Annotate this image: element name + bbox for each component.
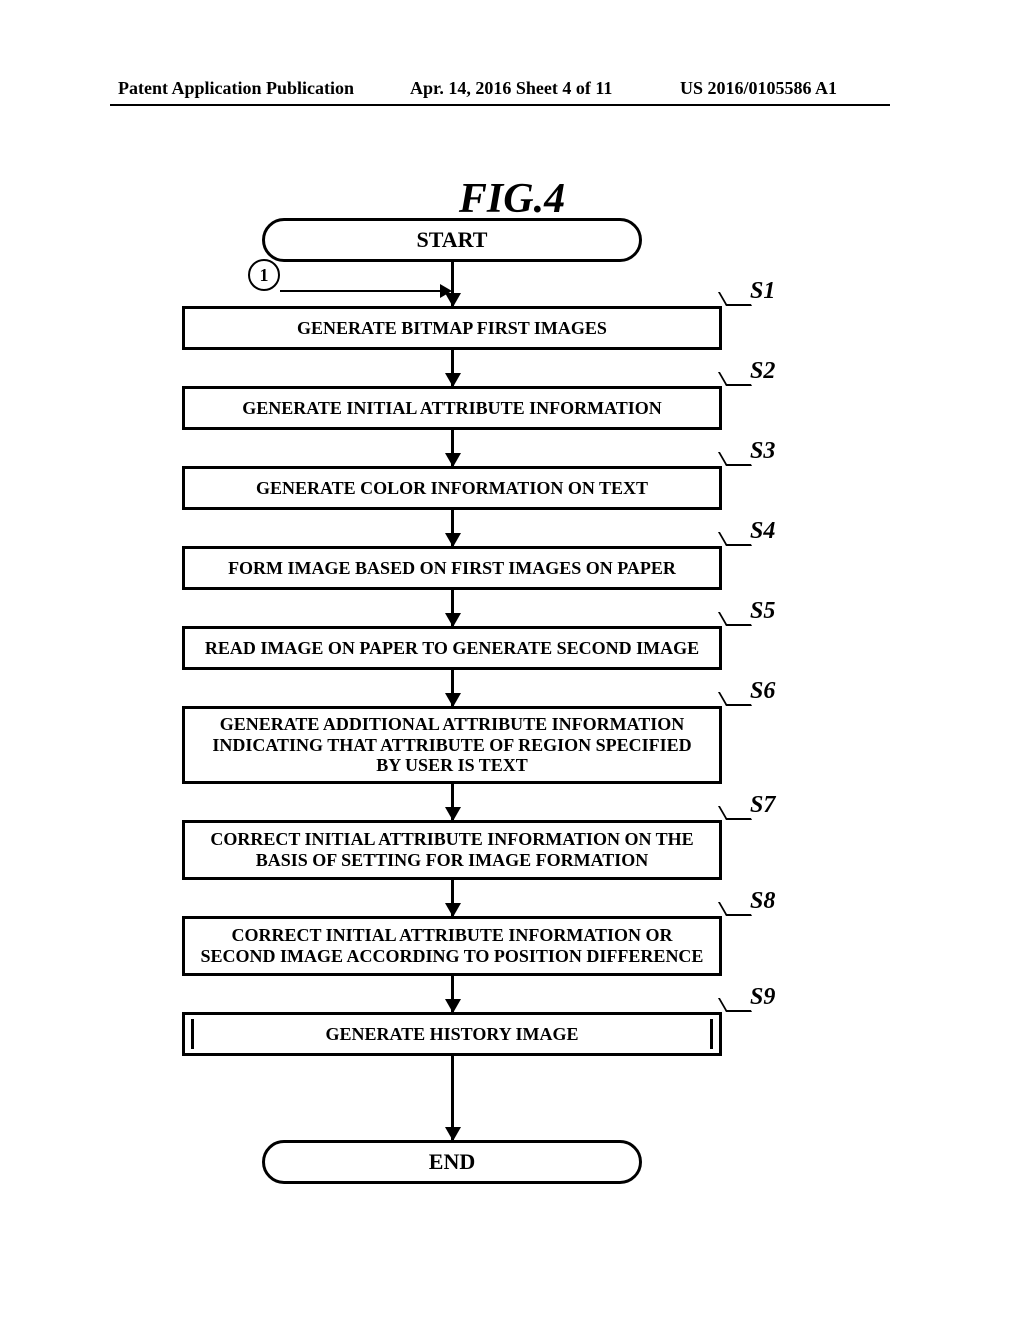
step-label-s6: S6 bbox=[750, 678, 775, 705]
flow-arrow bbox=[451, 1056, 454, 1140]
step-leader-line bbox=[718, 612, 752, 626]
step-label-s8: S8 bbox=[750, 888, 775, 915]
step-leader-line bbox=[718, 452, 752, 466]
flow-arrow bbox=[451, 784, 454, 820]
step-label-s3: S3 bbox=[750, 438, 775, 465]
step-leader-line bbox=[718, 692, 752, 706]
process-step-s1: GENERATE BITMAP FIRST IMAGES bbox=[182, 306, 722, 350]
header-left: Patent Application Publication bbox=[118, 78, 354, 99]
step-label-s7: S7 bbox=[750, 792, 775, 819]
flow-arrow bbox=[451, 590, 454, 626]
header-mid: Apr. 14, 2016 Sheet 4 of 11 bbox=[410, 78, 612, 99]
flow-arrow bbox=[451, 510, 454, 546]
step-label-s9: S9 bbox=[750, 984, 775, 1011]
process-step-s3: GENERATE COLOR INFORMATION ON TEXT bbox=[182, 466, 722, 510]
step-leader-line bbox=[718, 806, 752, 820]
flow-arrow bbox=[451, 350, 454, 386]
flow-arrow bbox=[451, 430, 454, 466]
flow-arrow bbox=[451, 670, 454, 706]
step-leader-line bbox=[718, 998, 752, 1012]
flow-arrow bbox=[451, 976, 454, 1012]
process-step-s2: GENERATE INITIAL ATTRIBUTE INFORMATION bbox=[182, 386, 722, 430]
terminal-start: START bbox=[262, 218, 642, 262]
off-page-connector: 1 bbox=[248, 259, 280, 291]
connector-line bbox=[280, 290, 440, 292]
process-step-s5: READ IMAGE ON PAPER TO GENERATE SECOND I… bbox=[182, 626, 722, 670]
figure-title: FIG.4 bbox=[0, 175, 1024, 223]
step-label-s4: S4 bbox=[750, 518, 775, 545]
process-step-s8: CORRECT INITIAL ATTRIBUTE INFORMATION OR… bbox=[182, 916, 722, 976]
step-leader-line bbox=[718, 532, 752, 546]
step-label-s5: S5 bbox=[750, 598, 775, 625]
step-label-s1: S1 bbox=[750, 278, 775, 305]
flow-arrow bbox=[451, 880, 454, 916]
step-label-s2: S2 bbox=[750, 358, 775, 385]
terminal-end: END bbox=[262, 1140, 642, 1184]
page-root: Patent Application Publication Apr. 14, … bbox=[0, 0, 1024, 1320]
process-step-s9: GENERATE HISTORY IMAGE bbox=[182, 1012, 722, 1056]
header-rule bbox=[110, 104, 890, 106]
process-step-s6: GENERATE ADDITIONAL ATTRIBUTE INFORMATIO… bbox=[182, 706, 722, 784]
step-leader-line bbox=[718, 292, 752, 306]
step-leader-line bbox=[718, 372, 752, 386]
step-leader-line bbox=[718, 902, 752, 916]
process-step-s4: FORM IMAGE BASED ON FIRST IMAGES ON PAPE… bbox=[182, 546, 722, 590]
flow-arrow bbox=[451, 262, 454, 306]
header-right: US 2016/0105586 A1 bbox=[680, 78, 837, 99]
process-step-s7: CORRECT INITIAL ATTRIBUTE INFORMATION ON… bbox=[182, 820, 722, 880]
